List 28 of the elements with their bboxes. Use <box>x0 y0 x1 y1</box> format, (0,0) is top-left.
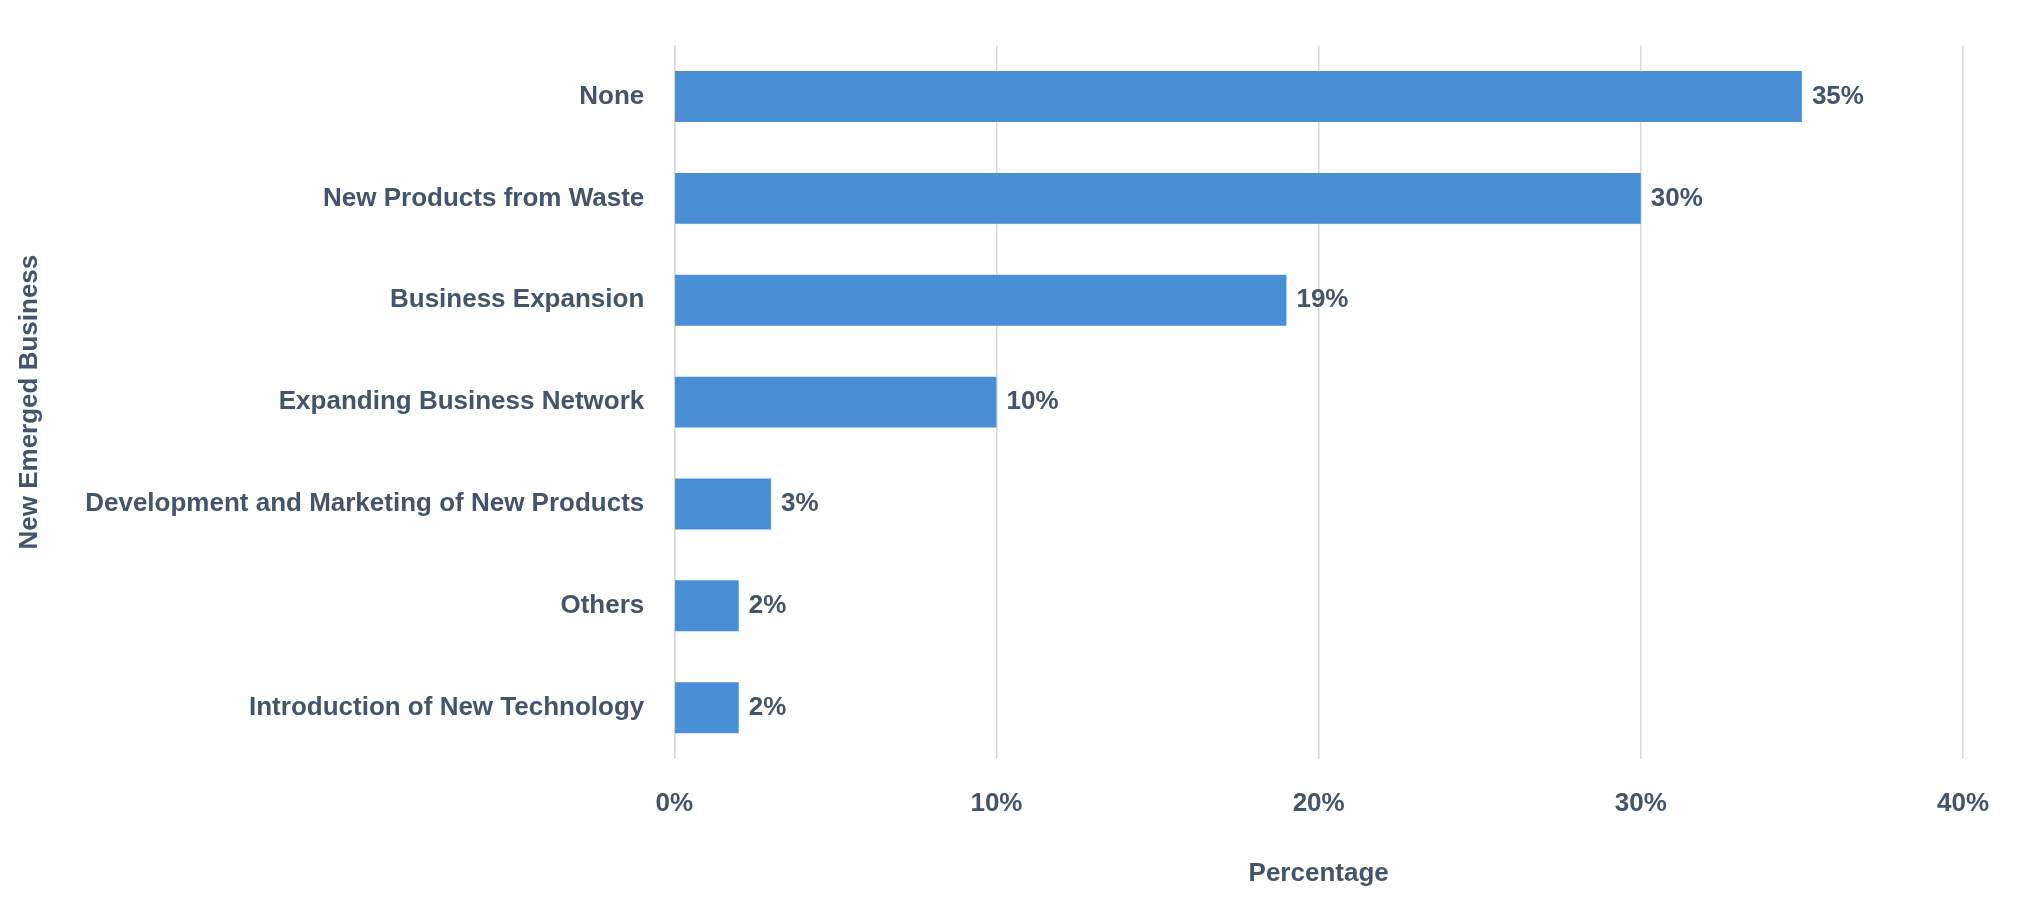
data-label: 19% <box>1296 283 1349 314</box>
bar <box>675 71 1802 122</box>
bar <box>675 274 1287 326</box>
y-tick-label: None <box>579 79 645 110</box>
data-label: 3% <box>780 487 819 518</box>
y-tick-label: Development and Marketing of New Products <box>85 487 645 518</box>
y-tick-label: Introduction of New Technology <box>249 690 645 721</box>
bar <box>675 580 739 632</box>
y-tick-label: New Products from Waste <box>323 181 645 212</box>
x-tick-label: 40% <box>1936 787 1990 818</box>
bar <box>675 682 739 734</box>
y-axis-title: New Emerged Business <box>12 254 43 550</box>
x-tick-label: 20% <box>1292 787 1345 818</box>
data-label: 35% <box>1811 79 1864 110</box>
data-label: 2% <box>748 690 787 721</box>
y-tick-label: Business Expansion <box>389 283 645 314</box>
data-label: 30% <box>1650 181 1703 212</box>
x-tick-label: 30% <box>1614 787 1667 818</box>
bar <box>675 478 771 530</box>
x-tick-label: 0% <box>655 787 694 818</box>
data-label: 10% <box>1006 385 1059 416</box>
x-tick-label: 10% <box>970 787 1023 818</box>
bar <box>675 172 1641 224</box>
y-tick-label: Expanding Business Network <box>278 385 645 416</box>
bar <box>675 376 997 428</box>
y-tick-label: Others <box>560 588 645 619</box>
data-label: 2% <box>748 588 787 619</box>
x-axis-title: Percentage <box>1248 856 1389 887</box>
